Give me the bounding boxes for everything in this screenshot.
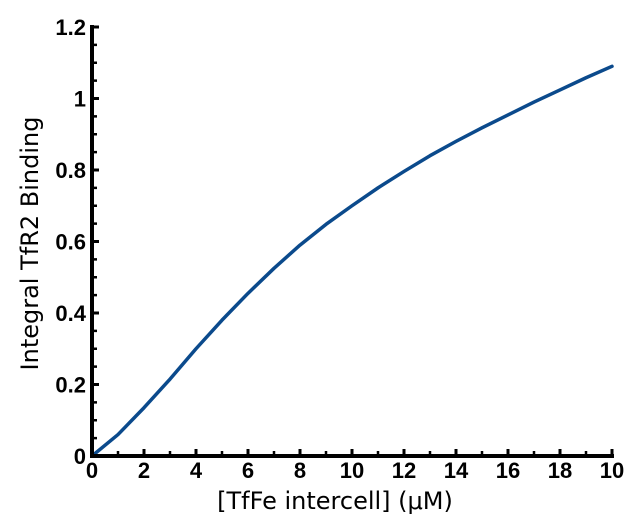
x-tick-label: 12 bbox=[392, 458, 416, 483]
y-ticks: 0 0.2 0.4 0.6 0.8 1 1.2 bbox=[55, 15, 99, 469]
x-axis-label: [TfFe intercell] (μM) bbox=[217, 487, 453, 515]
x-tick-label: 10 bbox=[600, 458, 624, 483]
x-tick-label: 2 bbox=[138, 458, 150, 483]
x-tick-label: 16 bbox=[496, 458, 520, 483]
y-tick-label: 0.4 bbox=[55, 301, 86, 326]
x-tick-label: 0 bbox=[86, 458, 98, 483]
x-tick-label: 4 bbox=[190, 458, 203, 483]
x-tick-label: 6 bbox=[242, 458, 254, 483]
x-tick-label: 18 bbox=[548, 458, 572, 483]
x-tick-label: 8 bbox=[294, 458, 306, 483]
y-tick-label: 0.8 bbox=[55, 158, 86, 183]
series-line bbox=[90, 64, 614, 458]
x-ticks: 0 2 4 6 8 10 12 14 16 18 10 bbox=[86, 449, 624, 483]
y-tick-label: 1 bbox=[74, 87, 86, 112]
y-tick-label: 0.6 bbox=[55, 230, 86, 255]
y-tick-label: 0.2 bbox=[55, 373, 86, 398]
x-tick-label: 14 bbox=[444, 458, 469, 483]
y-axis-label: Integral TfR2 Binding bbox=[16, 117, 44, 371]
y-tick-label: 1.2 bbox=[55, 15, 86, 40]
x-tick-label: 10 bbox=[340, 458, 364, 483]
y-tick-label: 0 bbox=[74, 444, 86, 469]
